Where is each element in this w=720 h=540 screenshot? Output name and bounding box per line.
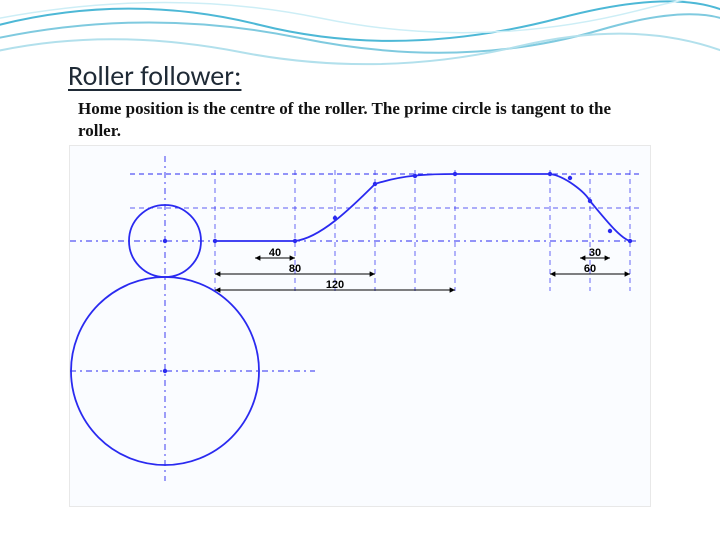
dim-label: 30 xyxy=(589,247,601,259)
construction-point xyxy=(413,174,417,178)
roller-follower-diagram: 40 80 120 30 60 xyxy=(70,146,650,506)
dim-label: 80 xyxy=(289,263,301,275)
construction-point xyxy=(453,172,457,176)
slide-title: Roller follower: xyxy=(68,58,241,93)
dim-label: 120 xyxy=(326,279,344,291)
construction-point xyxy=(293,239,297,243)
construction-point xyxy=(213,239,217,243)
construction-point xyxy=(163,239,167,243)
construction-point xyxy=(373,182,377,186)
construction-point xyxy=(628,239,632,243)
dim-label: 40 xyxy=(269,247,281,259)
construction-point xyxy=(548,172,552,176)
construction-point xyxy=(333,216,337,220)
construction-point xyxy=(163,369,167,373)
displacement-curve xyxy=(215,174,630,241)
slide-body: Home position is the centre of the rolle… xyxy=(78,98,638,142)
construction-point xyxy=(588,199,592,203)
dim-label: 60 xyxy=(584,263,596,275)
construction-point xyxy=(608,229,612,233)
diagram-container: 40 80 120 30 60 xyxy=(70,146,650,506)
construction-point xyxy=(568,176,572,180)
